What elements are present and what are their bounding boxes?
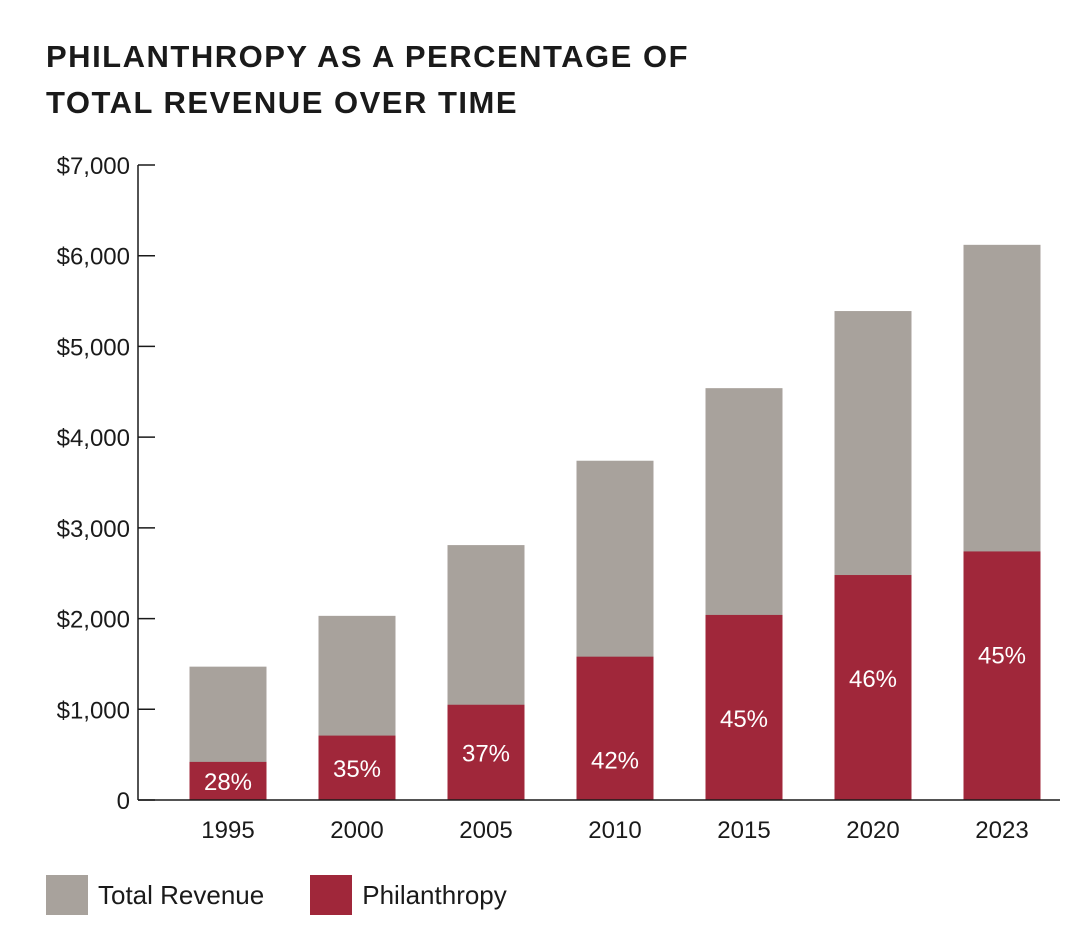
x-tick-label: 2005 xyxy=(459,817,512,844)
bar-philanthropy xyxy=(576,656,654,800)
x-tick-label: 2015 xyxy=(717,817,770,844)
x-tick-label: 2023 xyxy=(975,817,1028,844)
bar-data-label: 28% xyxy=(204,769,252,796)
legend-swatch-philanthropy xyxy=(310,875,353,915)
bar-philanthropy xyxy=(447,704,525,800)
y-tick-label: $7,000 xyxy=(57,153,130,180)
x-tick-label: 2010 xyxy=(588,817,641,844)
bar-philanthropy xyxy=(189,761,267,800)
bar-data-label: 45% xyxy=(720,706,768,733)
y-tick-label: $6,000 xyxy=(57,244,130,271)
y-tick-label: $5,000 xyxy=(57,334,130,361)
chart-title-line-2: TOTAL REVENUE OVER TIME xyxy=(46,85,518,120)
bar-data-label: 46% xyxy=(849,666,897,693)
bars: 28% 35% 37% 42% 45% 46% 45% xyxy=(189,244,1041,801)
x-tick-label: 2020 xyxy=(846,817,899,844)
bar-philanthropy xyxy=(963,551,1041,800)
bar-data-label: 35% xyxy=(333,756,381,783)
legend-item-total-revenue: Total Revenue xyxy=(46,875,264,915)
bar-data-label: 45% xyxy=(978,642,1026,669)
legend: Total Revenue Philanthropy xyxy=(46,874,553,916)
bar-philanthropy xyxy=(705,614,783,800)
bar-philanthropy xyxy=(834,575,912,800)
legend-swatch-total-revenue xyxy=(46,875,88,915)
legend-item-philanthropy: Philanthropy xyxy=(310,875,507,915)
x-axis: 1995 2000 2005 2010 2015 2020 2023 xyxy=(138,799,1060,844)
x-tick-label: 1995 xyxy=(201,817,254,844)
bar-data-label: 42% xyxy=(591,748,639,775)
y-tick-label: $4,000 xyxy=(57,425,130,452)
chart-title-line-1: PHILANTHROPY AS A PERCENTAGE OF xyxy=(46,39,690,74)
chart-title: PHILANTHROPY AS A PERCENTAGE OF TOTAL RE… xyxy=(46,34,946,126)
x-tick-label: 2000 xyxy=(330,817,383,844)
bar-philanthropy xyxy=(318,735,396,800)
y-axis: 0 $1,000 $2,000 $3,000 $4,000 $5,000 $6,000 $7,… xyxy=(57,153,155,815)
y-tick-label: $1,000 xyxy=(57,697,130,724)
y-tick-label: 0 xyxy=(117,788,130,815)
legend-label-philanthropy: Philanthropy xyxy=(362,879,507,910)
bar-data-label: 37% xyxy=(462,740,510,767)
y-tick-label: $3,000 xyxy=(57,516,130,543)
y-tick-label: $2,000 xyxy=(57,607,130,634)
legend-label-total-revenue: Total Revenue xyxy=(98,879,265,910)
